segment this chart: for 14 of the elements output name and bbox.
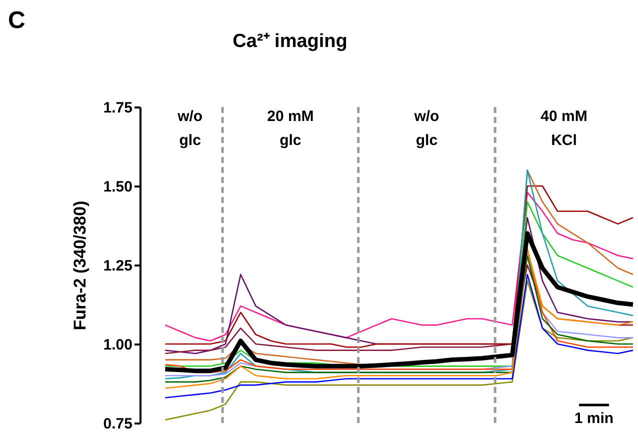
y-tick-label: 1.00 [103,336,132,354]
y-tick-label: 1.50 [103,178,132,196]
annotation: 1 min [574,410,614,427]
annotation: 20 mM glc [267,108,314,149]
line-series [164,274,634,398]
y-axis-title: Fura-2 (340/380) [70,200,90,330]
y-tick-label: 0.75 [103,416,132,432]
annotation: w/o glc [413,108,440,149]
annotation: w/o glc [176,108,203,149]
chart-title: Ca²⁺ imaging [232,31,348,52]
y-tick-label: 1.25 [103,258,132,274]
annotation: 40 mM KCl [540,108,588,149]
y-tick-label: 1.75 [103,100,132,116]
text: C [8,7,26,34]
